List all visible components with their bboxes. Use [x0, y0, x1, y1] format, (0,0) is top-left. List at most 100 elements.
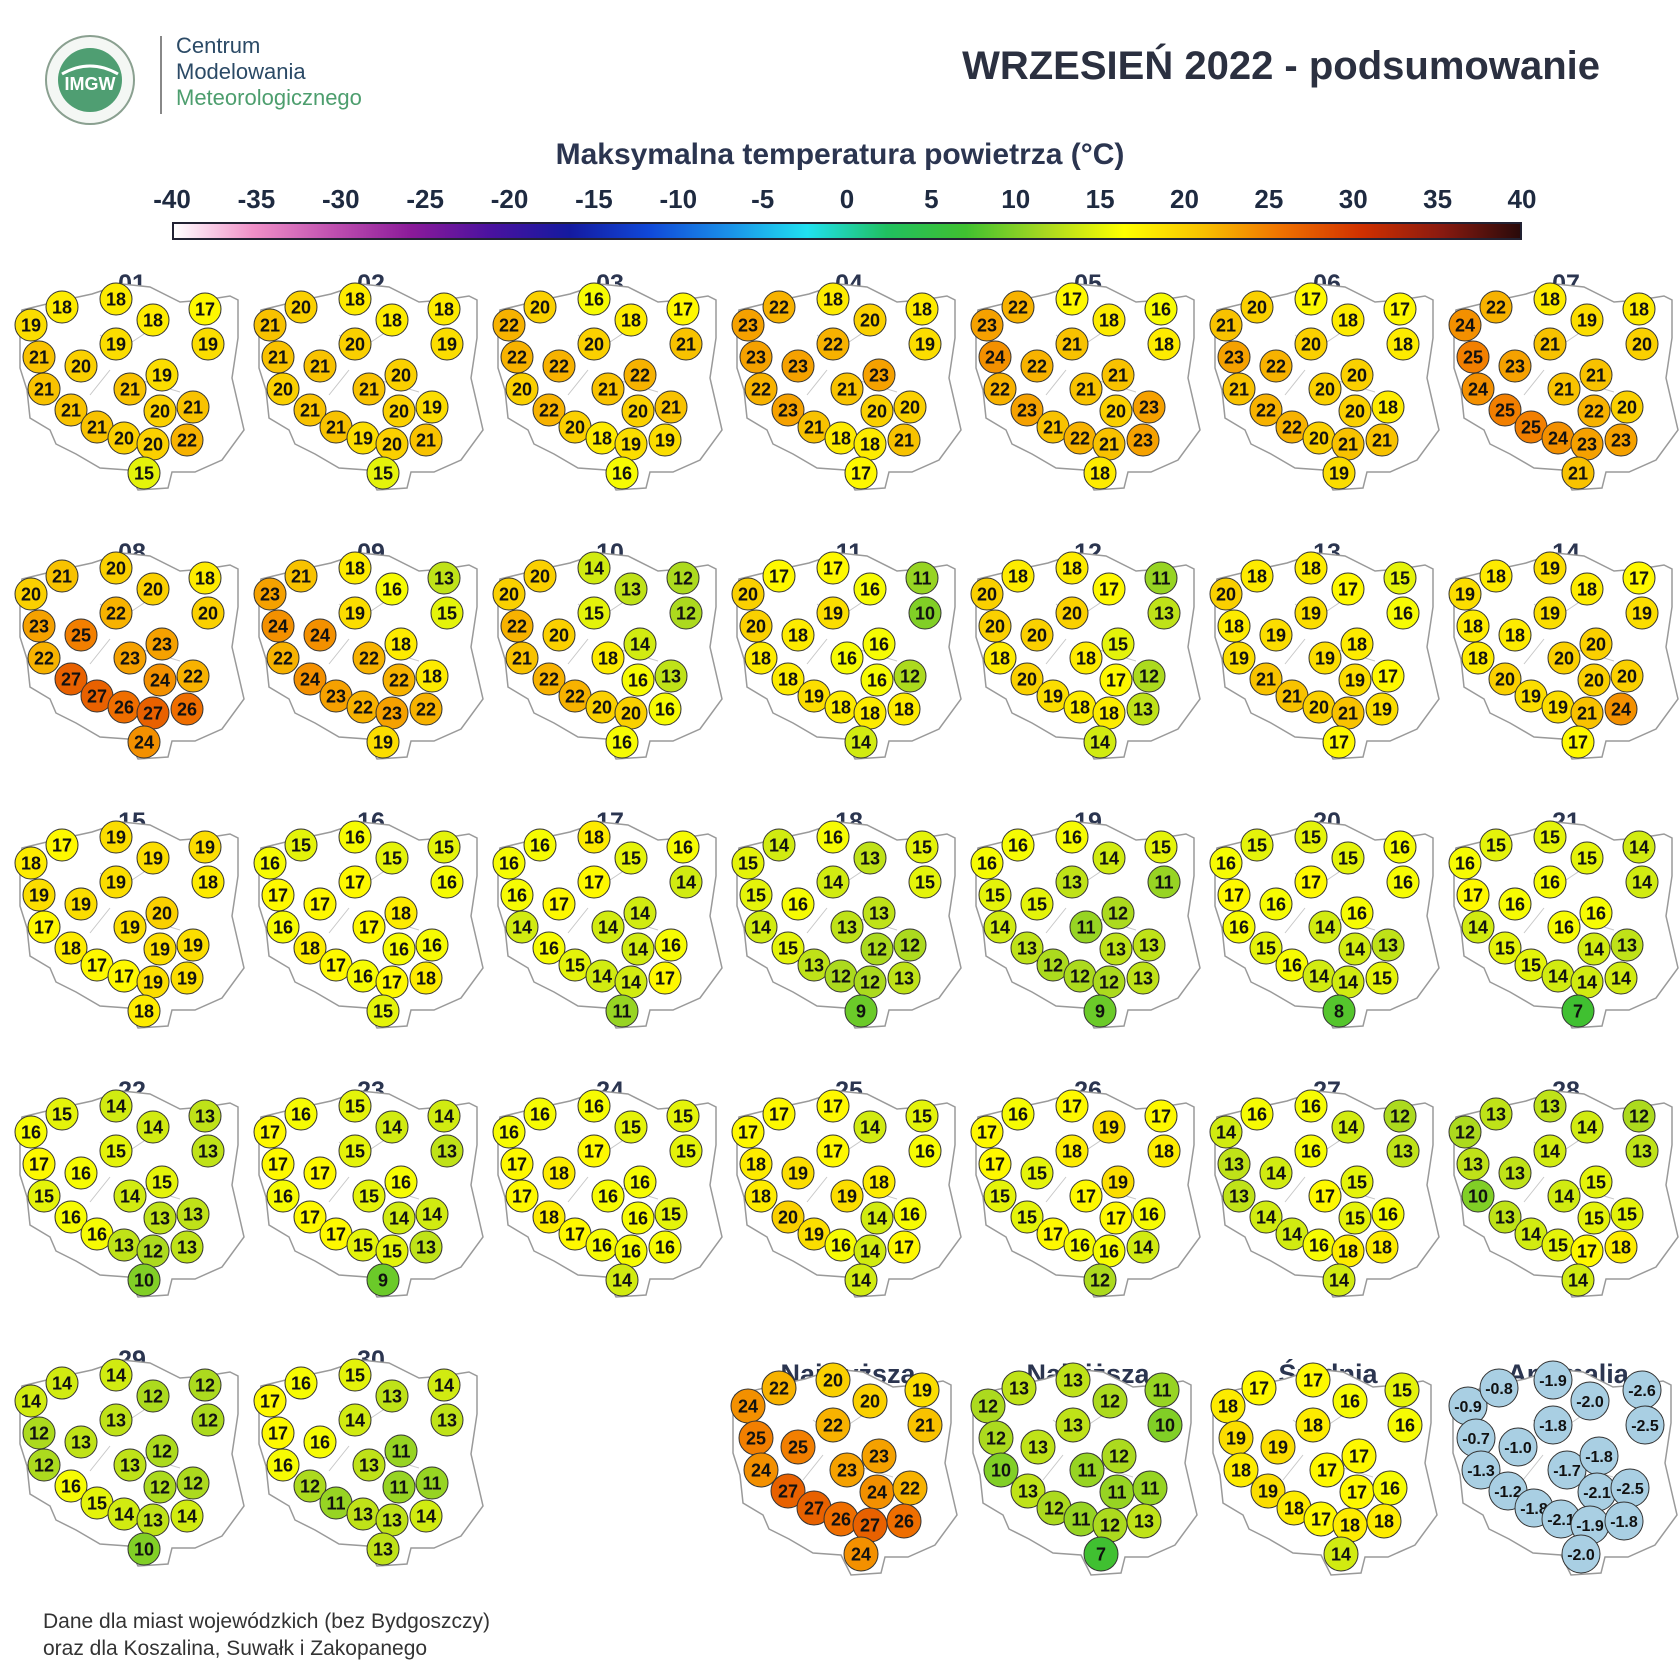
station-bubble	[770, 1473, 806, 1509]
station-bubble	[1533, 551, 1567, 585]
station-value: 19	[106, 827, 126, 847]
station-value: 16	[823, 827, 843, 847]
station-value: 10	[134, 1539, 154, 1559]
station-value: 18	[1629, 299, 1649, 319]
station-value: 20	[1062, 603, 1082, 623]
station-bubble	[853, 572, 887, 606]
station-bubble	[1001, 290, 1035, 324]
station-bubble	[170, 1230, 204, 1264]
station-value: 14	[1540, 1141, 1560, 1161]
station-value: 26	[114, 697, 134, 717]
station-value: 16	[655, 1237, 675, 1257]
station-value: 19	[21, 315, 41, 335]
station-bubble	[14, 1115, 48, 1149]
day-map: 20 18 18 11 20 20 20 17 13 18 18 15 20 17 12 19 18 18 13 14	[970, 551, 1201, 760]
station-value: 15	[912, 1106, 932, 1126]
station-bubble	[1241, 1370, 1277, 1406]
station-bubble	[762, 290, 796, 324]
station-bubble	[191, 596, 225, 630]
station-bubble	[384, 896, 418, 930]
station-value: 20	[143, 434, 163, 454]
station-bubble	[1383, 830, 1417, 864]
station-value: 17	[1099, 579, 1119, 599]
station-bubble	[1561, 725, 1595, 759]
station-bubble	[266, 1448, 300, 1482]
station-bubble	[669, 327, 703, 361]
station-bubble	[113, 641, 147, 675]
station-bubble	[113, 910, 147, 944]
station-value: 20	[900, 397, 920, 417]
day-map: 15 14 16 15 15 16 14 13 15 14 13 13 15 12 12 13 12 12 13 9	[731, 820, 962, 1029]
station-value: 21	[300, 400, 320, 420]
station-value: 11	[912, 568, 931, 588]
station-value: 19	[106, 334, 126, 354]
station-bubble	[188, 561, 222, 595]
station-bubble	[1069, 1452, 1105, 1488]
station-bubble	[261, 340, 295, 374]
station-bubble	[261, 1147, 295, 1181]
station-bubble	[621, 663, 655, 697]
station-value: 20	[1247, 297, 1267, 317]
station-bubble	[860, 394, 894, 428]
station-value: 17	[1106, 1208, 1126, 1228]
station-value: 14	[21, 1391, 41, 1411]
station-bubble	[22, 609, 56, 643]
summary-map: 12 13 13 11 12 13 13 12 10 10 11 12 13 11 11 12 11 12 13 7	[970, 1362, 1198, 1576]
station-bubble	[1101, 627, 1135, 661]
station-value: 18	[416, 968, 436, 988]
station-bubble	[1001, 828, 1035, 862]
station-value: 17	[673, 299, 693, 319]
station-value: 14	[434, 1106, 454, 1126]
station-value: 18	[621, 310, 641, 330]
station-bubble	[338, 551, 372, 585]
station-value: 7	[1573, 1001, 1583, 1021]
station-value: 16	[661, 935, 681, 955]
station-value: 15	[1540, 827, 1560, 847]
station-bubble	[1547, 372, 1581, 406]
station-value: 21	[61, 400, 81, 420]
station-bubble	[886, 1503, 922, 1539]
station-bubble	[591, 372, 625, 406]
station-value: 15	[87, 1493, 107, 1513]
station-bubble	[352, 641, 386, 675]
station-bubble	[614, 572, 648, 606]
station-value: 16	[1062, 827, 1082, 847]
station-bubble	[1579, 1165, 1613, 1199]
station-bubble	[284, 290, 318, 324]
station-value: 13	[195, 1106, 215, 1126]
logo-seal-text: IMGW	[65, 74, 116, 94]
station-value: 14	[143, 1117, 163, 1137]
station-bubble	[1092, 841, 1126, 875]
station-value: 24	[134, 732, 154, 752]
station-bubble	[1010, 1200, 1044, 1234]
station-value: 15	[1345, 1208, 1365, 1228]
station-value: 13	[1139, 935, 1159, 955]
station-value: 17	[1062, 289, 1082, 309]
station-bubble	[605, 1263, 639, 1297]
station-bubble	[382, 1201, 416, 1235]
footer-note-line-1: Dane dla miast wojewódzkich (bez Bydgosz…	[43, 1610, 491, 1633]
scale-tick-label: 20	[1170, 184, 1199, 214]
scale-tick-label: 5	[924, 184, 939, 214]
station-bubble	[1384, 1372, 1420, 1408]
station-bubble	[253, 577, 287, 611]
station-bubble	[1622, 292, 1656, 326]
station-value: 8	[1334, 1001, 1344, 1021]
station-bubble	[1240, 290, 1274, 324]
station-value: 15	[353, 1235, 373, 1255]
station-bubble	[542, 618, 576, 652]
station-bubble	[648, 1230, 682, 1264]
station-value: 21	[260, 315, 280, 335]
station-bubble	[54, 931, 88, 965]
station-bubble	[614, 841, 648, 875]
station-bubble	[1209, 1115, 1243, 1149]
station-bubble	[577, 1089, 611, 1123]
station-bubble	[366, 1263, 400, 1297]
station-value: 17	[1062, 1096, 1082, 1116]
station-bubble	[1249, 393, 1283, 427]
station-value: 15	[345, 1096, 365, 1116]
station-bubble	[605, 994, 639, 1028]
station-bubble	[816, 551, 850, 585]
station-value: 13	[150, 1208, 170, 1228]
